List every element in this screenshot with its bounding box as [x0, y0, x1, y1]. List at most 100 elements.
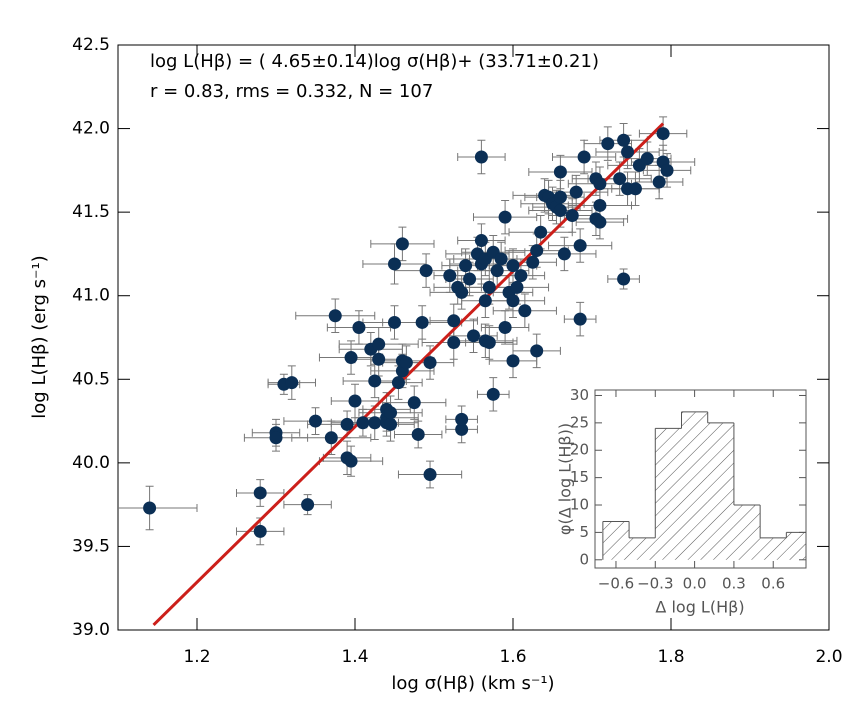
data-point	[384, 406, 398, 420]
data-point	[593, 177, 607, 191]
data-point	[415, 315, 429, 329]
inset-y-tick-label: 0	[579, 550, 589, 568]
data-point	[506, 294, 520, 308]
inset-x-tick-label: 0.3	[722, 575, 746, 593]
data-point	[455, 412, 469, 426]
data-point	[411, 427, 425, 441]
data-point	[368, 374, 382, 388]
data-point	[553, 203, 567, 217]
annotation: log L(Hβ) = ( 4.65±0.14)log σ(Hβ)+ (33.7…	[150, 51, 599, 72]
x-tick-label: 1.4	[341, 647, 368, 667]
y-tick-label: 42.5	[72, 35, 110, 55]
inset-y-tick-label: 20	[570, 441, 589, 459]
data-point	[628, 182, 642, 196]
y-tick-label: 40.5	[72, 369, 110, 389]
data-point	[459, 259, 473, 273]
data-point	[324, 431, 338, 445]
data-point	[621, 145, 635, 159]
data-point	[557, 247, 571, 261]
data-point	[356, 416, 370, 430]
data-point	[593, 198, 607, 212]
data-point	[482, 280, 496, 294]
annotation: r = 0.83, rms = 0.332, N = 107	[150, 81, 433, 102]
data-point	[372, 337, 386, 351]
data-point	[455, 422, 469, 436]
data-point	[660, 163, 674, 177]
data-point	[407, 396, 421, 410]
data-point	[474, 234, 488, 248]
data-point	[656, 127, 670, 141]
data-point	[530, 244, 544, 258]
inset-x-tick-label: 0.6	[761, 575, 785, 593]
y-tick-label: 39.5	[72, 536, 110, 556]
x-tick-label: 2.0	[815, 647, 842, 667]
histogram-bar	[629, 537, 656, 560]
data-point	[506, 259, 520, 273]
data-point	[617, 133, 631, 147]
data-point	[467, 329, 480, 343]
data-point	[395, 237, 409, 251]
data-point	[553, 165, 567, 179]
data-point	[478, 294, 492, 308]
data-point	[514, 269, 528, 283]
data-point	[391, 376, 405, 390]
data-point	[490, 264, 504, 278]
data-point	[309, 414, 322, 428]
data-point	[285, 376, 299, 390]
data-point	[593, 215, 607, 229]
y-tick-label: 41.5	[72, 202, 110, 222]
x-axis-label: log σ(Hβ) (km s⁻¹)	[391, 673, 554, 694]
x-tick-label: 1.8	[657, 647, 684, 667]
data-point	[463, 272, 477, 286]
data-point	[269, 431, 283, 445]
data-point	[253, 524, 267, 538]
data-point	[573, 312, 587, 326]
inset-x-tick-label: −0.3	[637, 575, 673, 593]
data-point	[474, 150, 488, 164]
data-point	[506, 354, 520, 368]
histogram-bar	[655, 428, 682, 560]
inset-area	[602, 411, 806, 560]
y-tick-label: 42.0	[72, 119, 110, 139]
data-point	[340, 417, 354, 431]
data-point	[565, 208, 579, 222]
data-point	[569, 185, 583, 199]
data-point	[423, 356, 437, 370]
inset-x-tick-label: 0.0	[683, 575, 707, 593]
data-point	[352, 320, 366, 334]
data-point	[553, 190, 567, 204]
data-point	[518, 304, 532, 318]
histogram-bar	[602, 521, 630, 560]
histogram-bar	[681, 411, 708, 560]
data-point	[423, 468, 437, 482]
data-point	[534, 225, 548, 239]
data-point	[652, 175, 666, 189]
inset-y-tick-label: 10	[570, 496, 589, 514]
y-tick-label: 39.0	[72, 620, 110, 640]
fit-line	[152, 122, 665, 627]
data-point	[443, 269, 457, 283]
data-point	[301, 498, 315, 512]
data-point	[253, 486, 267, 500]
data-point	[455, 285, 469, 299]
inset-y-tick-label: 5	[579, 523, 589, 541]
inset-x-label: Δ log L(Hβ)	[655, 598, 744, 617]
plot-frame	[117, 44, 830, 631]
data-point	[640, 152, 654, 166]
data-point	[494, 252, 508, 266]
inset-x-tick-label: −0.6	[598, 575, 634, 593]
data-point	[368, 416, 382, 430]
data-point	[577, 150, 591, 164]
data-point	[510, 280, 524, 294]
inset-y-tick-label: 25	[570, 413, 589, 431]
data-point	[399, 356, 413, 370]
y-tick-label: 41.0	[72, 286, 110, 306]
data-point	[526, 255, 540, 269]
data-point	[447, 336, 461, 350]
y-axis-label: log L(Hβ) (erg s⁻¹)	[29, 255, 50, 418]
plot-area	[118, 116, 696, 627]
x-tick-label: 1.6	[499, 647, 526, 667]
data-point	[388, 315, 401, 329]
data-point	[498, 210, 512, 224]
